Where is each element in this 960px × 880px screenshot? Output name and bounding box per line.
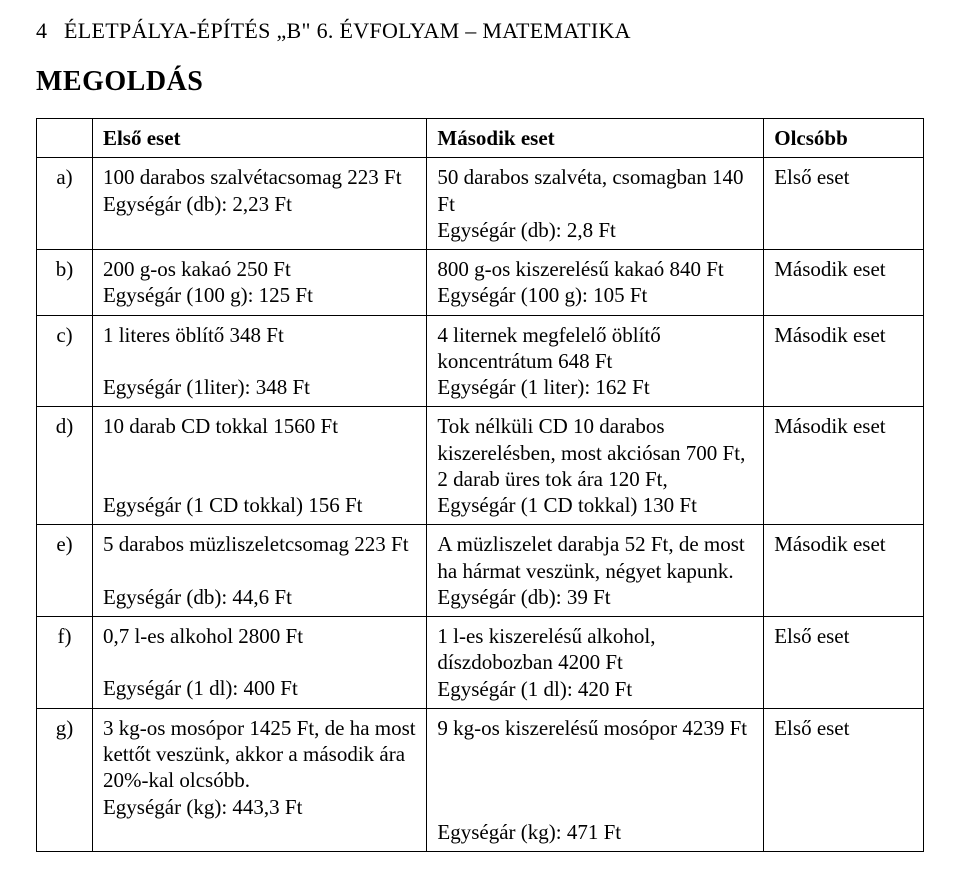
comparison-table: Első eset Második eset Olcsóbb a) 100 da… [36, 118, 924, 852]
table-row: d) 10 darab CD tokkal 1560 Ft Egységár (… [37, 407, 924, 525]
col-header-cheaper: Olcsóbb [764, 119, 924, 158]
row-first: 3 kg-os mosópor 1425 Ft, de ha most kett… [92, 708, 426, 852]
cell-line-bottom: Egységár (100 g): 125 Ft [103, 282, 416, 308]
cell-line-bottom: Egységár (kg): 443,3 Ft [103, 794, 416, 820]
row-first: 100 darabos szalvétacsomag 223 Ft Egység… [92, 158, 426, 250]
cell-line-top: 100 darabos szalvétacsomag 223 Ft [103, 164, 416, 190]
row-cheaper: Második eset [764, 407, 924, 525]
table-row: f) 0,7 l-es alkohol 2800 Ft Egységár (1 … [37, 617, 924, 709]
row-cheaper: Második eset [764, 315, 924, 407]
document-page: 4 ÉLETPÁLYA-ÉPÍTÉS „B" 6. ÉVFOLYAM – MAT… [0, 0, 960, 880]
page-number: 4 [36, 18, 64, 44]
cell-line-bottom: Egységár (1 CD tokkal) 130 Ft [437, 492, 753, 518]
cell-spacer [103, 649, 416, 675]
cell-line-bottom: Egységár (db): 44,6 Ft [103, 584, 416, 610]
row-letter: f) [37, 617, 93, 709]
row-second: Tok nélküli CD 10 darabos kiszerelésben,… [427, 407, 764, 525]
solution-title: MEGOLDÁS [36, 66, 924, 98]
cell-line-top: 800 g-os kiszerelésű kakaó 840 Ft [437, 256, 753, 282]
row-second: 4 liternek megfelelő öblítő koncentrátum… [427, 315, 764, 407]
table-row: a) 100 darabos szalvétacsomag 223 Ft Egy… [37, 158, 924, 250]
cell-line-bottom: Egységár (kg): 471 Ft [437, 819, 753, 845]
row-second: 1 l-es kiszerelésű alkohol, díszdobozban… [427, 617, 764, 709]
cell-line-bottom: Egységár (db): 39 Ft [437, 584, 753, 610]
table-row: c) 1 literes öblítő 348 Ft Egységár (1li… [37, 315, 924, 407]
cell-line-top: 1 literes öblítő 348 Ft [103, 322, 416, 348]
cell-line-top: 4 liternek megfelelő öblítő koncentrátum… [437, 322, 753, 375]
row-cheaper: Első eset [764, 708, 924, 852]
row-letter: a) [37, 158, 93, 250]
cell-line-bottom: Egységár (1 CD tokkal) 156 Ft [103, 492, 416, 518]
cell-line-top: 10 darab CD tokkal 1560 Ft [103, 413, 416, 439]
row-letter: c) [37, 315, 93, 407]
row-first: 5 darabos müzliszeletcsomag 223 Ft Egysé… [92, 525, 426, 617]
cell-line-top: 5 darabos müzliszeletcsomag 223 Ft [103, 531, 416, 557]
col-header-letter [37, 119, 93, 158]
cell-line-top: 200 g-os kakaó 250 Ft [103, 256, 416, 282]
cell-line-top: 1 l-es kiszerelésű alkohol, díszdobozban… [437, 623, 753, 676]
row-cheaper: Első eset [764, 617, 924, 709]
row-cheaper: Második eset [764, 525, 924, 617]
row-cheaper: Második eset [764, 250, 924, 316]
row-letter: b) [37, 250, 93, 316]
chapter-title: ÉLETPÁLYA-ÉPÍTÉS „B" 6. ÉVFOLYAM – MATEM… [64, 18, 924, 44]
table-body: a) 100 darabos szalvétacsomag 223 Ft Egy… [37, 158, 924, 852]
row-letter: d) [37, 407, 93, 525]
row-letter: g) [37, 708, 93, 852]
col-header-first: Első eset [92, 119, 426, 158]
cell-line-bottom: Egységár (db): 2,23 Ft [103, 191, 416, 217]
cell-line-top: 50 darabos szalvéta, csomagban 140 Ft [437, 164, 753, 217]
cell-line-bottom: Egységár (1 liter): 162 Ft [437, 374, 753, 400]
row-letter: e) [37, 525, 93, 617]
page-header: 4 ÉLETPÁLYA-ÉPÍTÉS „B" 6. ÉVFOLYAM – MAT… [36, 18, 924, 44]
row-first: 10 darab CD tokkal 1560 Ft Egységár (1 C… [92, 407, 426, 525]
cell-line-top: 0,7 l-es alkohol 2800 Ft [103, 623, 416, 649]
cell-line-bottom: Egységár (100 g): 105 Ft [437, 282, 753, 308]
cell-spacer [103, 440, 416, 492]
cell-line-bottom: Egységár (1 dl): 400 Ft [103, 675, 416, 701]
cell-line-bottom: Egységár (db): 2,8 Ft [437, 217, 753, 243]
row-second: 800 g-os kiszerelésű kakaó 840 Ft Egység… [427, 250, 764, 316]
cell-line-top: Tok nélküli CD 10 darabos kiszerelésben,… [437, 413, 753, 492]
row-second: 50 darabos szalvéta, csomagban 140 Ft Eg… [427, 158, 764, 250]
cell-line-top: 3 kg-os mosópor 1425 Ft, de ha most kett… [103, 715, 416, 794]
cell-spacer [103, 558, 416, 584]
row-second: A müzliszelet darabja 52 Ft, de most ha … [427, 525, 764, 617]
row-first: 200 g-os kakaó 250 Ft Egységár (100 g): … [92, 250, 426, 316]
cell-spacer [103, 348, 416, 374]
row-cheaper: Első eset [764, 158, 924, 250]
table-header-row: Első eset Második eset Olcsóbb [37, 119, 924, 158]
cell-line-top: 9 kg-os kiszerelésű mosópor 4239 Ft [437, 715, 753, 741]
table-row: b) 200 g-os kakaó 250 Ft Egységár (100 g… [37, 250, 924, 316]
row-second: 9 kg-os kiszerelésű mosópor 4239 Ft Egys… [427, 708, 764, 852]
cell-line-bottom: Egységár (1liter): 348 Ft [103, 374, 416, 400]
row-first: 0,7 l-es alkohol 2800 Ft Egységár (1 dl)… [92, 617, 426, 709]
cell-spacer [437, 741, 753, 819]
row-first: 1 literes öblítő 348 Ft Egységár (1liter… [92, 315, 426, 407]
table-row: e) 5 darabos müzliszeletcsomag 223 Ft Eg… [37, 525, 924, 617]
table-row: g) 3 kg-os mosópor 1425 Ft, de ha most k… [37, 708, 924, 852]
cell-line-bottom: Egységár (1 dl): 420 Ft [437, 676, 753, 702]
col-header-second: Második eset [427, 119, 764, 158]
cell-line-top: A müzliszelet darabja 52 Ft, de most ha … [437, 531, 753, 584]
